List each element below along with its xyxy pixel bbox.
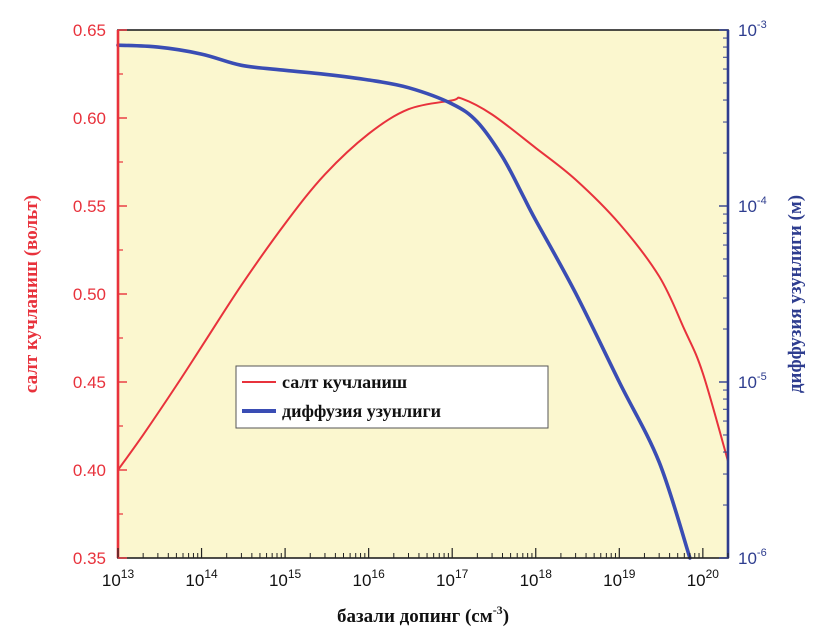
legend: салт кучланиш диффузия узунлиги [235,365,549,429]
x-axis-title: базали допинг (см-3) [337,603,509,627]
x-tick-label-exp: 17 [455,567,469,581]
x-tick-label: 1019 [603,567,636,590]
y-right-tick-label: 10-4 [738,195,767,216]
x-tick-label: 1017 [436,567,469,590]
x-axis-title-end: ) [503,606,509,627]
x-tick-label: 1018 [520,567,553,590]
series-line-voltage [117,96,729,471]
y-right-tick-label-base: 10 [738,197,757,216]
legend-label-voltage: салт кучланиш [282,372,407,392]
y-right-tick-label-base: 10 [738,21,757,40]
x-tick-label-exp: 16 [371,567,385,581]
x-tick-label-exp: 14 [204,567,218,581]
x-tick-label-base: 10 [185,571,204,590]
y-right-tick-label-exp: -4 [757,195,767,207]
x-axis-title-main: базали допинг (см [337,606,493,627]
legend-label-diffusion: диффузия узунлиги [282,401,441,421]
x-tick-label-base: 10 [269,571,288,590]
legend-box [235,365,549,429]
y-right-tick-label: 10-3 [738,19,767,40]
x-tick-label-exp: 20 [706,567,720,581]
y-left-tick-label: 0.40 [73,461,106,480]
x-tick-label-base: 10 [102,571,121,590]
x-tick-label-exp: 15 [288,567,302,581]
y-right-tick-label-exp: -5 [757,371,767,383]
x-tick-label: 1020 [687,567,720,590]
plot-area [118,30,728,558]
y-left-tick-label: 0.45 [73,373,106,392]
x-tick-label: 1014 [185,567,218,590]
x-tick-label: 1016 [353,567,386,590]
ticks-layer: 1013 1014 1015 1016 1017 1018 1019 10200.350.40… [73,19,767,590]
x-tick-label-exp: 19 [622,567,636,581]
y-right-tick-label-base: 10 [738,373,757,392]
x-tick-label-base: 10 [436,571,455,590]
y-right-tick-label: 10-6 [738,547,767,568]
y-left-tick-label: 0.35 [73,549,106,568]
x-tick-label: 1013 [102,567,135,590]
y-axis-left-title: салт кучланиш (вольт) [21,195,42,393]
curves-layer [116,43,729,560]
x-tick-label-base: 10 [687,571,706,590]
y-left-tick-label: 0.60 [73,109,106,128]
y-left-tick-label: 0.50 [73,285,106,304]
y-axis-right-title: диффузия узунлиги (м) [785,195,806,393]
x-tick-label-base: 10 [353,571,372,590]
y-right-tick-label: 10-5 [738,371,767,392]
y-left-tick-label: 0.55 [73,197,106,216]
x-tick-label-exp: 13 [121,567,135,581]
x-tick-label: 1015 [269,567,302,590]
y-left-tick-label: 0.65 [73,21,106,40]
y-right-tick-label-exp: -3 [757,19,767,31]
y-right-tick-label-base: 10 [738,549,757,568]
x-tick-label-exp: 18 [539,567,553,581]
y-right-tick-label-exp: -6 [757,547,767,559]
x-axis-title-sup: -3 [493,603,503,617]
x-tick-label-base: 10 [603,571,622,590]
x-tick-label-base: 10 [520,571,539,590]
series-line-diffusion [116,43,692,560]
